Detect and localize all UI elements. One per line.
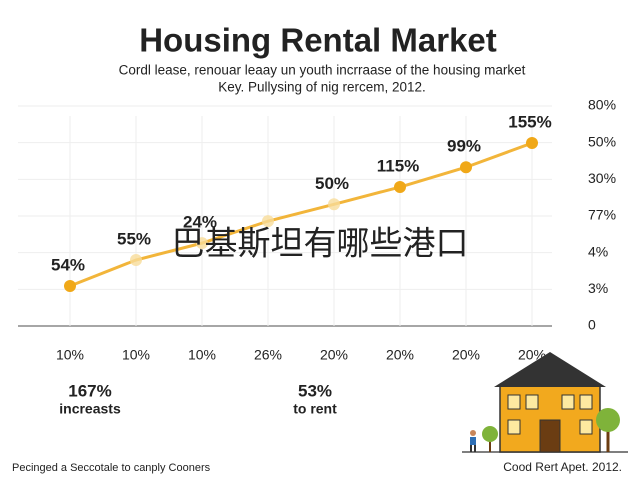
stat-value: 167% xyxy=(68,381,111,400)
point-label: 24% xyxy=(183,213,217,232)
house-illustration xyxy=(462,352,628,453)
stat-label: increasts xyxy=(59,401,121,417)
x-tick-label: 26% xyxy=(254,347,282,363)
point-label: 55% xyxy=(117,229,151,248)
y-tick-label: 77% xyxy=(588,207,616,223)
point xyxy=(526,137,538,150)
x-tick-label: 10% xyxy=(188,347,216,363)
footer-left: Pecinged a Seccotale to canply Cooners xyxy=(12,462,211,474)
y-tick-label: 30% xyxy=(588,170,616,186)
x-tick-label: 10% xyxy=(56,347,84,363)
point xyxy=(130,254,142,266)
point xyxy=(460,161,472,174)
chart-title: Housing Rental Market xyxy=(139,22,497,59)
footer-right: Cood Rert Apet. 2012. xyxy=(503,460,622,474)
subtitle: Key. Pullysing of nig rercem, 2012. xyxy=(218,80,426,95)
point-label: 54% xyxy=(51,256,85,275)
y-tick-label: 3% xyxy=(588,280,608,296)
x-tick-label: 20% xyxy=(518,347,546,363)
stat-label: to rent xyxy=(293,401,337,417)
y-tick-label: 80% xyxy=(588,97,616,113)
overlay-text: 巴基斯坦有哪些港口 xyxy=(172,225,469,262)
plot-area: 0 3% 4% 77% 30% 50% 80% 10% 10% 10% 26% 20% 20% 20% 20… xyxy=(18,97,616,363)
x-tick-label: 10% xyxy=(122,347,150,363)
x-tick-label: 20% xyxy=(320,347,348,363)
y-tick-label: 50% xyxy=(588,133,616,149)
x-tick-label: 20% xyxy=(452,347,480,363)
y-tick-label: 4% xyxy=(588,243,608,259)
stat-value: 53% xyxy=(298,381,332,400)
point-label: 99% xyxy=(447,137,481,156)
point xyxy=(394,181,406,194)
point-label: 115% xyxy=(377,157,420,176)
point-label: 50% xyxy=(315,174,349,193)
point xyxy=(64,280,76,293)
y-tick-label: 0 xyxy=(588,317,596,333)
point xyxy=(328,198,340,211)
point xyxy=(196,237,208,250)
point xyxy=(262,215,274,228)
line xyxy=(69,141,533,288)
x-tick-label: 20% xyxy=(386,347,414,363)
subtitle: Cordl lease, renouar leaay un youth incr… xyxy=(119,63,526,78)
point-label: 155% xyxy=(508,113,551,132)
